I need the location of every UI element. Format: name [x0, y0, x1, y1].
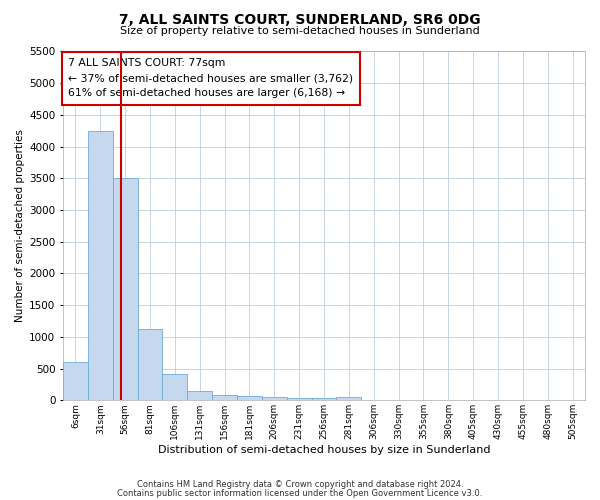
- Text: 7 ALL SAINTS COURT: 77sqm
← 37% of semi-detached houses are smaller (3,762)
61% : 7 ALL SAINTS COURT: 77sqm ← 37% of semi-…: [68, 58, 353, 98]
- Bar: [63, 362, 88, 401]
- Text: Contains public sector information licensed under the Open Government Licence v3: Contains public sector information licen…: [118, 489, 482, 498]
- Bar: [137, 330, 163, 400]
- Bar: [237, 396, 262, 400]
- Y-axis label: Number of semi-detached properties: Number of semi-detached properties: [15, 130, 25, 322]
- Text: 7, ALL SAINTS COURT, SUNDERLAND, SR6 0DG: 7, ALL SAINTS COURT, SUNDERLAND, SR6 0DG: [119, 12, 481, 26]
- Bar: [163, 374, 187, 400]
- Bar: [287, 398, 311, 400]
- Bar: [311, 398, 337, 400]
- Text: Size of property relative to semi-detached houses in Sunderland: Size of property relative to semi-detach…: [120, 26, 480, 36]
- Bar: [212, 395, 237, 400]
- Bar: [88, 131, 113, 400]
- Bar: [187, 391, 212, 400]
- Bar: [337, 397, 361, 400]
- X-axis label: Distribution of semi-detached houses by size in Sunderland: Distribution of semi-detached houses by …: [158, 445, 490, 455]
- Text: Contains HM Land Registry data © Crown copyright and database right 2024.: Contains HM Land Registry data © Crown c…: [137, 480, 463, 489]
- Bar: [113, 178, 137, 400]
- Bar: [262, 397, 287, 400]
